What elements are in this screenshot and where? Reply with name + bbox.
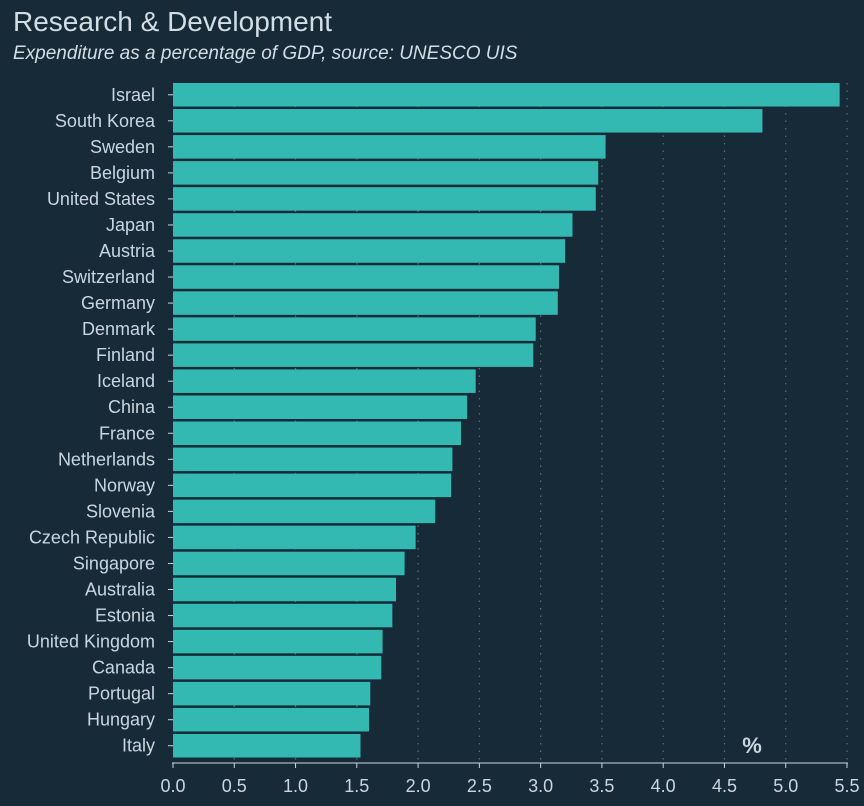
category-label: Finland xyxy=(96,345,155,365)
x-tick-label: 5.5 xyxy=(834,776,859,796)
bar xyxy=(173,317,536,341)
bar xyxy=(173,161,599,185)
category-label: Austria xyxy=(99,241,156,261)
bar xyxy=(173,655,382,680)
category-label: Australia xyxy=(85,580,156,600)
bar xyxy=(173,525,416,550)
chart-subtitle: Expenditure as a percentage of GDP, sour… xyxy=(13,43,518,64)
chart-title: Research & Development xyxy=(13,6,333,37)
bar xyxy=(173,187,596,211)
x-tick-label: 2.5 xyxy=(467,776,492,796)
category-label: China xyxy=(108,397,156,417)
bar xyxy=(173,421,461,446)
category-label: Norway xyxy=(94,475,155,495)
category-label: Netherlands xyxy=(58,449,155,469)
category-label: Hungary xyxy=(87,710,155,730)
category-label: Israel xyxy=(111,85,155,105)
bar xyxy=(173,681,371,706)
x-tick-label: 4.5 xyxy=(712,776,737,796)
category-label: Canada xyxy=(92,658,156,678)
unit-label: % xyxy=(742,733,762,758)
bar xyxy=(173,343,534,367)
category-label: Estonia xyxy=(95,606,156,626)
category-label: Germany xyxy=(81,293,155,313)
category-label: Japan xyxy=(106,215,155,235)
category-label: Switzerland xyxy=(62,267,155,287)
bar xyxy=(173,733,361,758)
bar xyxy=(173,603,393,628)
category-labels: Israel South Korea Sweden Belgium United Sta… xyxy=(27,85,173,756)
bar xyxy=(173,135,606,159)
category-label: Denmark xyxy=(82,319,156,339)
bar xyxy=(173,551,405,576)
category-label: United Kingdom xyxy=(27,632,155,652)
bar xyxy=(173,109,763,133)
category-label: South Korea xyxy=(55,111,156,131)
bar xyxy=(173,369,476,393)
bar xyxy=(173,265,560,289)
bar xyxy=(173,629,383,654)
x-tick-label: 3.0 xyxy=(528,776,553,796)
category-label: Singapore xyxy=(73,553,155,573)
category-label: Iceland xyxy=(97,371,155,391)
category-label: United States xyxy=(47,189,155,209)
bar xyxy=(173,577,397,602)
x-tick-label: 4.0 xyxy=(651,776,676,796)
x-tick-label: 5.0 xyxy=(773,776,798,796)
bar xyxy=(173,707,370,732)
x-tick-label: 1.5 xyxy=(344,776,369,796)
category-label: Slovenia xyxy=(86,501,156,521)
category-label: Czech Republic xyxy=(29,527,155,547)
bar xyxy=(173,291,558,315)
bar xyxy=(173,239,566,263)
category-label: Belgium xyxy=(90,163,155,183)
x-tick-label: 0.0 xyxy=(160,776,185,796)
bars xyxy=(173,83,840,758)
x-tick-label: 1.0 xyxy=(283,776,308,796)
category-label: France xyxy=(99,423,155,443)
x-axis: 0.0 0.5 1.0 1.5 2.0 2.5 3.0 3.5 4.0 4.5 5.0 5.5 xyxy=(160,762,860,796)
x-tick-label: 2.0 xyxy=(406,776,431,796)
bar xyxy=(173,395,468,419)
x-tick-label: 0.5 xyxy=(222,776,247,796)
x-tick-label: 3.5 xyxy=(589,776,614,796)
bar xyxy=(173,447,453,472)
bar xyxy=(173,213,573,237)
bar xyxy=(173,83,840,107)
bar xyxy=(173,473,452,498)
category-label: Sweden xyxy=(90,137,155,157)
category-label: Portugal xyxy=(88,684,155,704)
category-label: Italy xyxy=(122,736,155,756)
bar xyxy=(173,499,436,524)
